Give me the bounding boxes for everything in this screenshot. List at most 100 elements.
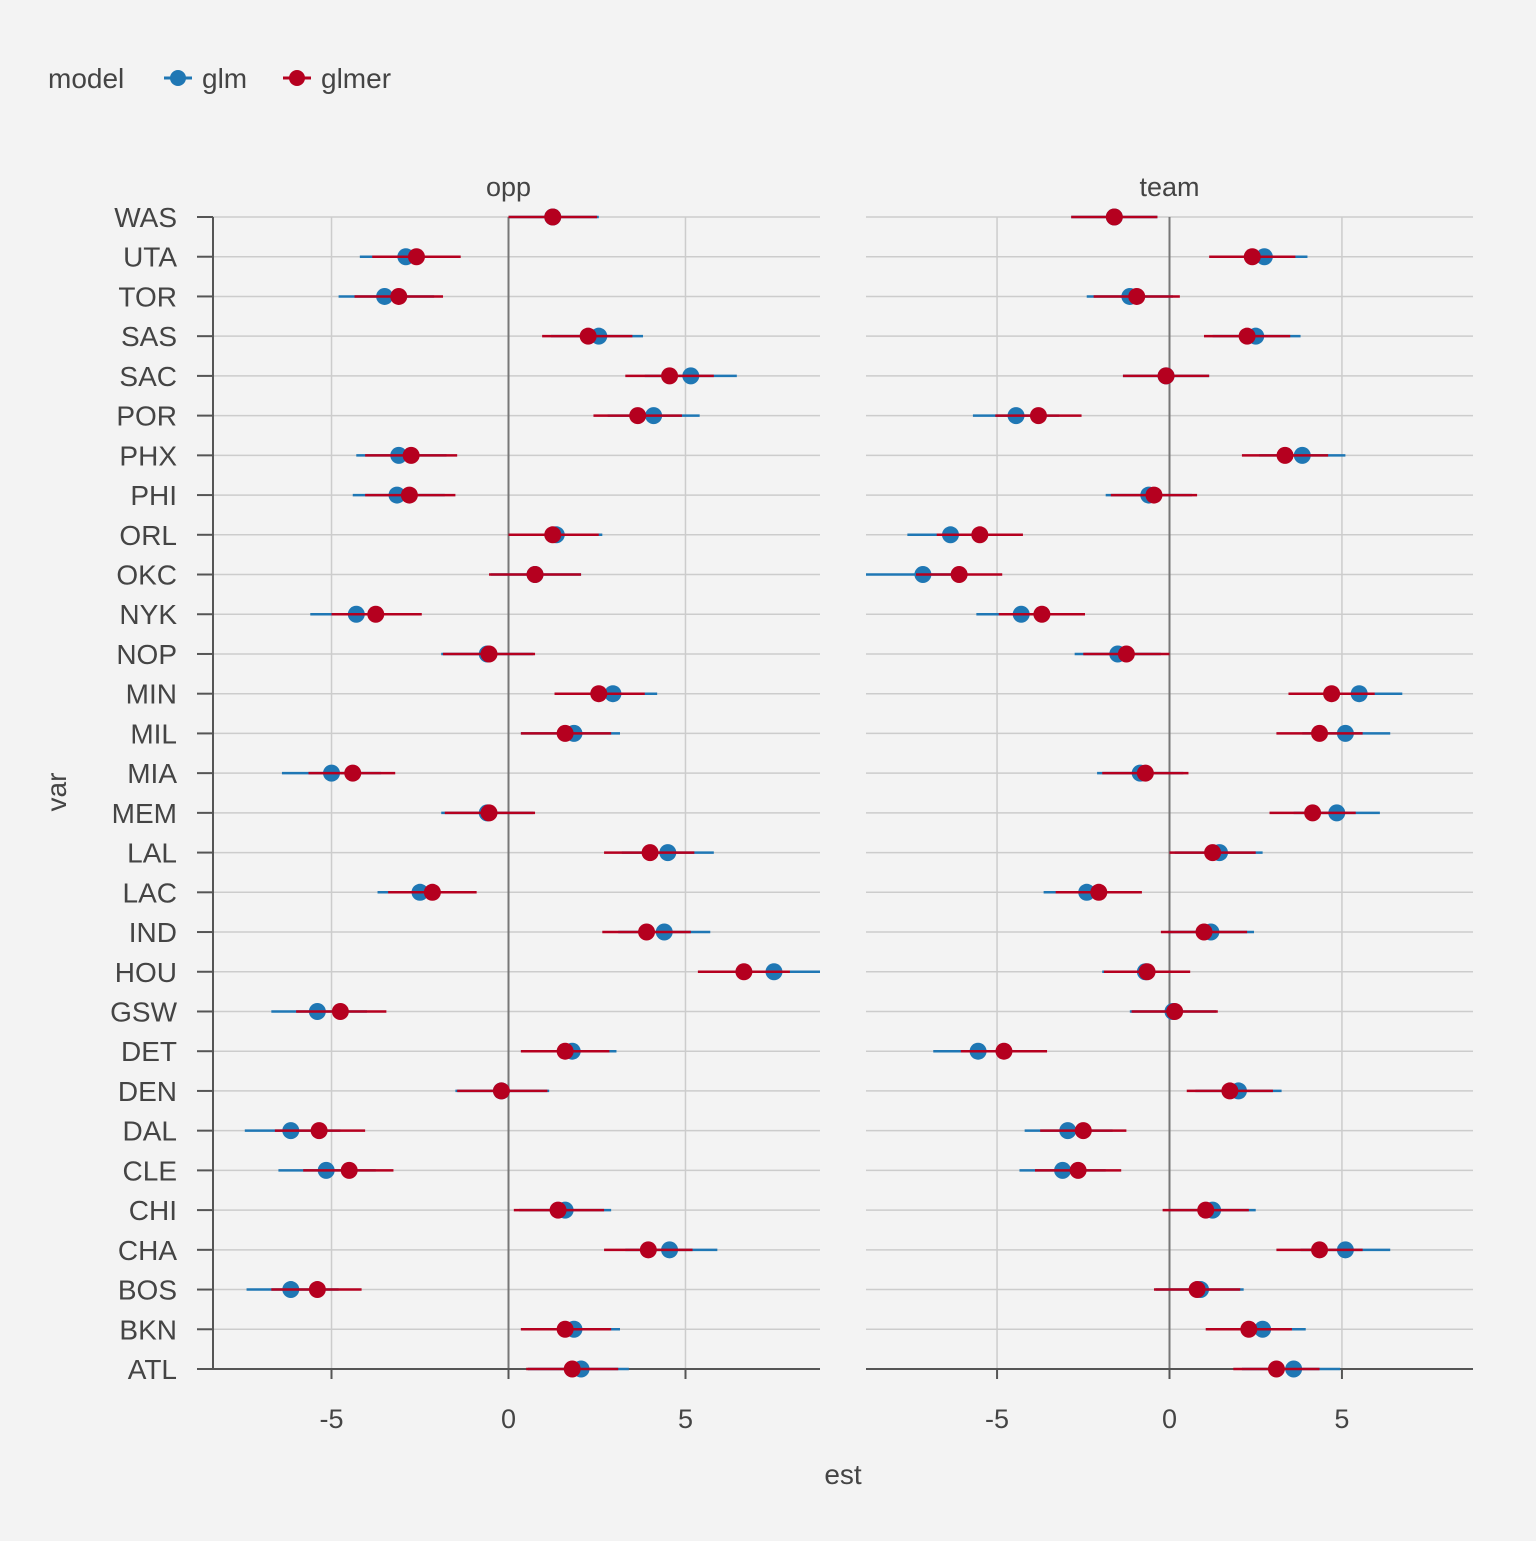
y-tick-label: SAC <box>119 361 177 392</box>
point <box>1029 407 1047 425</box>
panel-team: team -5 0 5 <box>866 172 1473 1434</box>
point <box>735 963 753 981</box>
legend-title: model <box>48 63 124 94</box>
y-tick-label: LAL <box>127 838 177 869</box>
y-tick-label: SAS <box>121 321 177 352</box>
point <box>556 724 574 742</box>
point <box>400 486 418 504</box>
point <box>1157 367 1175 385</box>
point <box>308 1281 326 1299</box>
point <box>1074 1122 1092 1140</box>
point <box>1117 645 1135 663</box>
y-tick-label: BOS <box>118 1275 177 1306</box>
point <box>1090 883 1108 901</box>
y-axis-label: var <box>41 773 72 812</box>
point <box>1204 844 1222 862</box>
point <box>639 1241 657 1259</box>
point <box>480 645 498 663</box>
y-tick-label: MIN <box>126 679 177 710</box>
y-tick-label: ATL <box>128 1354 177 1385</box>
point <box>1304 804 1322 822</box>
point <box>480 804 498 822</box>
y-tick-label: ORL <box>119 520 177 551</box>
point <box>1033 605 1051 623</box>
legend-key-dot <box>170 70 186 86</box>
y-tick-label: PHI <box>130 480 177 511</box>
point <box>331 1002 349 1020</box>
y-tick-label: LAC <box>123 877 177 908</box>
point <box>971 526 989 544</box>
point <box>402 446 420 464</box>
legend: model glm glmer <box>48 63 391 94</box>
y-tick-label: PHX <box>119 440 177 471</box>
point <box>407 248 425 266</box>
y-tick-label: CHI <box>129 1195 177 1226</box>
y-tick-label: BKN <box>119 1314 177 1345</box>
point <box>367 605 385 623</box>
y-tick-label: CLE <box>123 1155 177 1186</box>
y-tick-label: DAL <box>123 1116 177 1147</box>
x-tick-label: 5 <box>678 1404 693 1434</box>
point <box>950 566 968 584</box>
series-glmer <box>916 208 1375 1378</box>
point <box>390 287 408 305</box>
y-tick-label: TOR <box>118 281 177 312</box>
legend-label: glmer <box>321 63 391 94</box>
panel-title: team <box>1139 172 1199 202</box>
point <box>1276 446 1294 464</box>
point <box>590 685 608 703</box>
point <box>638 923 656 941</box>
point <box>1267 1360 1285 1378</box>
x-tick-label: 0 <box>1162 1404 1177 1434</box>
point <box>549 1201 567 1219</box>
y-tick-label: MIL <box>130 718 177 749</box>
y-tick-label: UTA <box>123 242 177 273</box>
point <box>661 367 679 385</box>
y-tick-label: CHA <box>118 1235 177 1266</box>
point <box>1069 1161 1087 1179</box>
legend-key-dot <box>289 70 305 86</box>
x-tick-label: -5 <box>985 1404 1009 1434</box>
x-tick-label: -5 <box>320 1404 344 1434</box>
point <box>492 1082 510 1100</box>
point <box>310 1122 328 1140</box>
point <box>1166 1002 1184 1020</box>
point <box>1221 1082 1239 1100</box>
point <box>629 407 647 425</box>
point <box>1238 327 1256 345</box>
y-tick-label: WAS <box>114 202 177 233</box>
point <box>563 1360 581 1378</box>
point <box>1136 764 1154 782</box>
point <box>1243 248 1261 266</box>
y-tick-label: NYK <box>119 599 177 630</box>
y-tick-label: OKC <box>116 560 177 591</box>
y-tick-label: MEM <box>112 798 177 829</box>
series-glmer <box>271 208 790 1378</box>
y-tick-label: DEN <box>118 1076 177 1107</box>
point <box>1128 287 1146 305</box>
panels: opp -5 0 5 ATL BKN BOS CHA CHI CLE DAL DEN DET GSW HOU… <box>110 172 1473 1434</box>
y-tick-label: DET <box>121 1036 177 1067</box>
point <box>1323 685 1341 703</box>
point <box>1240 1320 1258 1338</box>
x-axis-label: est <box>824 1459 862 1490</box>
point <box>344 764 362 782</box>
point <box>544 526 562 544</box>
legend-label: glm <box>202 63 247 94</box>
point <box>544 208 562 226</box>
point <box>1195 923 1213 941</box>
y-tick-label: HOU <box>115 957 177 988</box>
point <box>1311 1241 1329 1259</box>
point <box>526 566 544 584</box>
y-tick-label: POR <box>116 401 177 432</box>
point <box>556 1320 574 1338</box>
y-tick-label: MIA <box>127 758 177 789</box>
point <box>579 327 597 345</box>
point <box>995 1042 1013 1060</box>
point <box>340 1161 358 1179</box>
point <box>423 883 441 901</box>
y-tick-label: GSW <box>110 996 177 1027</box>
